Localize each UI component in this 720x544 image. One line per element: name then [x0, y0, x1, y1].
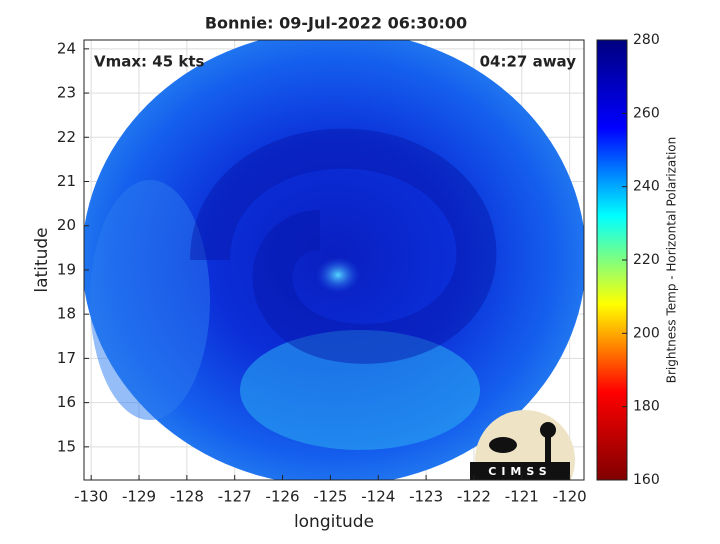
colorbar-tick-label: 180: [633, 399, 660, 415]
logo-text: CIMSS: [488, 465, 551, 478]
y-tick-label: 17: [57, 349, 76, 367]
y-tick-label: 19: [57, 260, 76, 278]
y-tick-label: 23: [57, 84, 76, 102]
x-tick-label: -122: [457, 488, 491, 506]
x-tick-label: -129: [122, 488, 156, 506]
colorbar-tick-label: 260: [633, 105, 660, 121]
logo-dish: [489, 437, 517, 453]
x-tick-label: -128: [170, 488, 204, 506]
y-tick-label: 16: [57, 393, 76, 411]
colorbar-tick-label: 280: [633, 32, 660, 48]
colorbar-tick-label: 240: [633, 179, 660, 195]
x-tick-label: -123: [409, 488, 443, 506]
colorbar-tick-label: 160: [633, 472, 660, 488]
y-tick-label: 21: [57, 172, 76, 190]
swath-band: [240, 330, 480, 450]
x-axis-label: longitude: [294, 512, 374, 532]
x-tick-label: -126: [266, 488, 300, 506]
annotation: Vmax: 45 kts: [94, 53, 204, 71]
swath-image: CIMSS: [84, 40, 584, 480]
plot-frame: [83, 39, 585, 481]
x-tick-label: -130: [74, 488, 108, 506]
colorbar-tick-label: 200: [633, 325, 660, 341]
colorbar-tick-label: 220: [633, 252, 660, 268]
logo-tower: [545, 425, 551, 465]
y-tick-label: 18: [57, 305, 76, 323]
x-tick-label: -120: [553, 488, 587, 506]
x-tick-label: -121: [505, 488, 539, 506]
colorbar-label: Brightness Temp - Horizontal Polarizatio…: [665, 137, 679, 384]
x-tick-label: -125: [313, 488, 347, 506]
logo-tank: [540, 422, 556, 438]
y-tick-label: 15: [57, 437, 76, 455]
y-tick-label: 20: [57, 216, 76, 234]
y-tick-label: 24: [57, 39, 76, 57]
logo-base: [470, 462, 570, 480]
y-axis-label: latitude: [32, 227, 52, 292]
x-tick-label: -127: [218, 488, 252, 506]
chart-title: Bonnie: 09-Jul-2022 06:30:00: [205, 14, 467, 33]
eye: [316, 257, 360, 293]
spiral-band: [190, 128, 497, 364]
logo: CIMSS: [470, 410, 575, 480]
swath-band: [90, 180, 210, 420]
x-tick-label: -124: [361, 488, 395, 506]
y-tick-label: 22: [57, 128, 76, 146]
annotation: 04:27 away: [480, 53, 577, 71]
